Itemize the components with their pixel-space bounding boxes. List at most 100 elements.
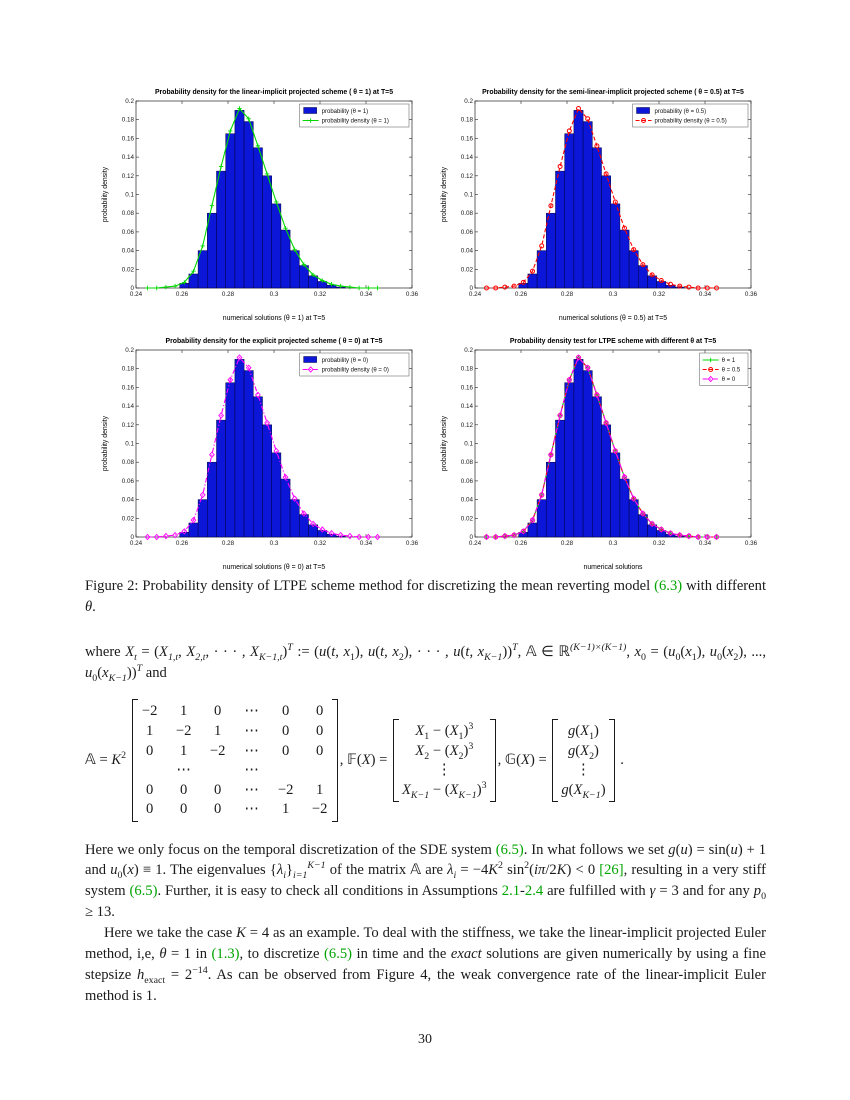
- matrix-cell: 0: [214, 781, 222, 798]
- vector-F-cells: X1 − (X1)3 X2 − (X2)3 ⋮ XK−1 − (XK−1)3: [402, 722, 487, 801]
- svg-text:0.08: 0.08: [461, 210, 474, 217]
- figure-caption: Figure 2: Probability density of LTPE sc…: [85, 578, 766, 615]
- paragraph-1: Here we only focus on the temporal discr…: [85, 841, 767, 921]
- svg-text:0.12: 0.12: [122, 173, 135, 180]
- svg-text:0.36: 0.36: [406, 540, 419, 547]
- svg-text:probability density (θ = 0.5): probability density (θ = 0.5): [655, 119, 727, 125]
- svg-text:0.24: 0.24: [469, 291, 482, 298]
- matrix-cell: ⋯: [244, 781, 259, 798]
- legend: θ = 1 θ = 0.5 θ = 0: [699, 352, 749, 386]
- svg-text:probability density: probability density: [102, 166, 109, 222]
- histogram-bars: [179, 110, 346, 289]
- matrix-cell: 0: [282, 703, 290, 720]
- svg-text:0.34: 0.34: [699, 540, 712, 547]
- matrix-cell: 0: [316, 722, 324, 739]
- svg-text:0.02: 0.02: [461, 266, 474, 273]
- svg-text:0: 0: [130, 285, 134, 292]
- svg-text:0.28: 0.28: [561, 291, 574, 298]
- svg-text:0.02: 0.02: [122, 515, 135, 522]
- matrix-cell: ⋯: [244, 742, 259, 759]
- matrix-cell: 0: [214, 703, 222, 720]
- svg-text:probability density: probability density: [441, 415, 448, 471]
- matrix-cell: XK−1 − (XK−1)3: [402, 779, 487, 801]
- legend: probability (θ = 1) probability density (…: [299, 103, 410, 128]
- histogram-bars: [518, 359, 685, 538]
- svg-text:0.28: 0.28: [222, 291, 235, 298]
- matrix-cell: 1: [282, 801, 290, 818]
- page-number: 30: [418, 1032, 432, 1047]
- svg-text:0.3: 0.3: [270, 291, 279, 298]
- matrix-cell: −2: [311, 801, 328, 818]
- equation-lhs: 𝔸 = K2: [85, 750, 127, 769]
- svg-text:0.08: 0.08: [122, 210, 135, 217]
- density-line-2: [483, 354, 720, 541]
- plot-svg: 0.24 0.26 0.28 0.3 0.32 0.34 0.36 0 0.02 0.04 0.06…: [441, 338, 758, 571]
- chart-ltpe-comparison: 0.24 0.26 0.28 0.3 0.32 0.34 0.36 0 0.02 0.04 0.06…: [438, 335, 761, 572]
- matrix-cell: ⋮: [576, 762, 591, 779]
- paragraph-2: Here we take the case K = 4 as an exampl…: [85, 925, 767, 1004]
- svg-text:numerical solutions (θ = 1) at: numerical solutions (θ = 1) at T=5: [223, 315, 326, 322]
- vector-F: X1 − (X1)3 X2 − (X2)3 ⋮ XK−1 − (XK−1)3: [393, 718, 496, 803]
- svg-text:0.36: 0.36: [745, 291, 758, 298]
- svg-text:0.24: 0.24: [130, 291, 143, 298]
- svg-text:Probability density for the se: Probability density for the semi-linear-…: [482, 89, 744, 96]
- matrix-cell: g(X1): [568, 722, 599, 742]
- svg-text:0.12: 0.12: [461, 422, 474, 429]
- matrix-cell: 0: [316, 742, 324, 759]
- ref-link[interactable]: [26]: [599, 862, 624, 879]
- density-line-0: [145, 106, 380, 291]
- svg-text:0.04: 0.04: [461, 497, 474, 504]
- svg-text:0.1: 0.1: [125, 192, 134, 199]
- svg-text:0.18: 0.18: [122, 366, 135, 373]
- svg-text:0.16: 0.16: [122, 384, 135, 391]
- matrix-cell: 1: [214, 722, 222, 739]
- svg-text:0.18: 0.18: [461, 117, 474, 124]
- svg-text:0.26: 0.26: [176, 540, 189, 547]
- legend: probability (θ = 0) probability density (…: [299, 352, 410, 377]
- ref-link[interactable]: (1.3): [211, 945, 240, 962]
- svg-text:0.14: 0.14: [461, 403, 474, 410]
- equation-period: .: [616, 752, 624, 769]
- svg-text:0.28: 0.28: [561, 540, 574, 547]
- chart-linear-implicit-scheme: 0.24 0.26 0.28 0.3 0.32 0.34 0.36 0 0.02 0.04 0.06…: [99, 86, 422, 323]
- svg-text:0.1: 0.1: [464, 441, 473, 448]
- ref-link[interactable]: (6.3): [654, 578, 683, 594]
- plot-svg: 0.24 0.26 0.28 0.3 0.32 0.34 0.36 0 0.02 0.04 0.06…: [441, 89, 758, 322]
- svg-text:probability (θ = 0.5): probability (θ = 0.5): [655, 109, 707, 115]
- svg-text:0.2: 0.2: [125, 98, 134, 105]
- svg-text:0.18: 0.18: [122, 117, 135, 124]
- matrix-cell: g(X2): [568, 742, 599, 762]
- svg-text:0.06: 0.06: [461, 478, 474, 485]
- matrix-A: −2 1 0 ⋯ 0 0 1 −2 1 ⋯ 0 0 0 1 −2 ⋯ 0 0 ⋯ ⋯ 0 0 0 ⋯ −2 1 0 0 0 ⋯ 1 −2: [131, 699, 338, 822]
- svg-text:0.12: 0.12: [461, 173, 474, 180]
- svg-text:probability density (θ = 1): probability density (θ = 1): [322, 119, 389, 125]
- matrix-cell: X2 − (X2)3: [415, 740, 474, 762]
- svg-text:0.04: 0.04: [122, 248, 135, 255]
- svg-text:0.28: 0.28: [222, 540, 235, 547]
- svg-text:0.34: 0.34: [360, 540, 373, 547]
- svg-text:0.36: 0.36: [406, 291, 419, 298]
- histogram-bars: [179, 359, 346, 538]
- svg-text:0.3: 0.3: [609, 291, 618, 298]
- ref-link[interactable]: (6.5): [129, 883, 158, 900]
- svg-text:0: 0: [469, 285, 473, 292]
- svg-text:0.1: 0.1: [464, 192, 473, 199]
- equation-block: 𝔸 = K2 −2 1 0 ⋯ 0 0 1 −2 1 ⋯ 0 0 0 1 −2 ⋯ 0 0 ⋯ ⋯ 0 0 0 ⋯ −2 1 0 0 0…: [85, 699, 766, 822]
- svg-text:0.04: 0.04: [461, 248, 474, 255]
- svg-text:Probability density test for L: Probability density test for LTPE scheme…: [510, 338, 717, 345]
- matrix-cell: 0: [146, 742, 154, 759]
- svg-text:probability (θ = 0): probability (θ = 0): [322, 358, 369, 364]
- ref-link[interactable]: 2.1: [501, 883, 521, 900]
- svg-text:0.12: 0.12: [122, 422, 135, 429]
- vector-G: g(X1) g(X2) ⋮ g(XK−1): [552, 718, 615, 803]
- paragraph-where: where Xt = (X1,t, X2,t, · · · , XK−1,t)T…: [85, 641, 766, 684]
- matrix-cell: 1: [146, 722, 154, 739]
- matrix-cell: −2: [277, 781, 294, 798]
- matrix-cell: ⋯: [244, 801, 259, 818]
- ref-link[interactable]: (6.5): [324, 945, 352, 962]
- plot-svg: 0.24 0.26 0.28 0.3 0.32 0.34 0.36 0 0.02 0.04 0.06…: [102, 338, 419, 571]
- ref-link[interactable]: 2.4: [524, 883, 544, 900]
- svg-text:0.1: 0.1: [125, 441, 134, 448]
- ref-link[interactable]: (6.5): [495, 841, 524, 858]
